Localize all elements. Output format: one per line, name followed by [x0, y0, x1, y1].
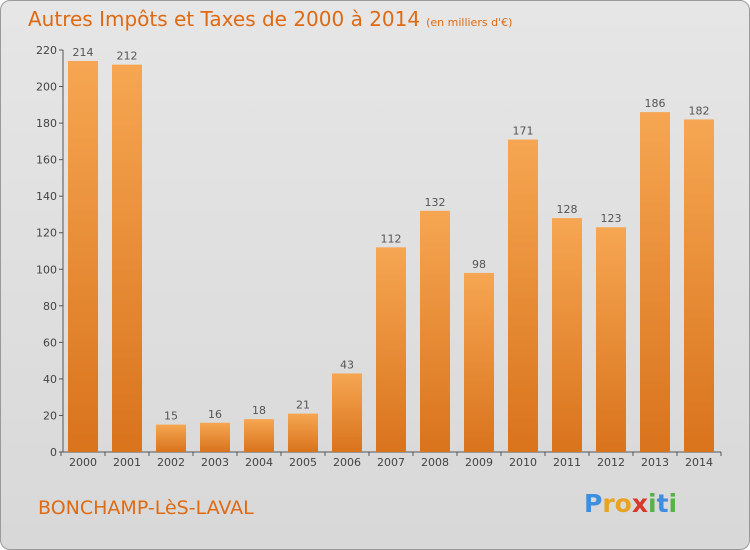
bar-value-label: 16: [208, 408, 222, 421]
bar-2005: [288, 413, 318, 452]
x-tick-label: 2007: [377, 456, 405, 469]
x-tick-label: 2004: [245, 456, 273, 469]
bar-2008: [420, 210, 450, 452]
y-tick-label: 100: [36, 263, 57, 276]
bar-2009: [464, 272, 494, 452]
bar-value-label: 128: [557, 203, 578, 216]
logo-letter: i: [648, 489, 657, 518]
bar-2003: [200, 422, 230, 452]
bar-value-label: 112: [381, 232, 402, 245]
chart-title: Autres Impôts et Taxes de 2000 à 2014 (en…: [28, 7, 512, 31]
logo-letter: r: [602, 489, 615, 518]
title-text: Autres Impôts et Taxes de 2000 à 2014: [28, 7, 421, 31]
x-tick-label: 2008: [421, 456, 449, 469]
x-tick-label: 2013: [641, 456, 669, 469]
bar-value-label: 123: [601, 212, 622, 225]
bar-2014: [684, 119, 714, 452]
x-tick-label: 2014: [685, 456, 713, 469]
unit-label: (en milliers d'€): [426, 16, 513, 29]
bar-value-label: 214: [73, 46, 94, 59]
bar-value-label: 182: [689, 104, 710, 117]
bar-value-label: 15: [164, 410, 178, 423]
bar-2004: [244, 419, 274, 452]
bar-value-label: 21: [296, 399, 310, 412]
bar-2011: [552, 218, 582, 452]
y-tick-label: 80: [43, 300, 57, 313]
x-tick-label: 2012: [597, 456, 625, 469]
bar-value-label: 98: [472, 258, 486, 271]
bar-2013: [640, 112, 670, 453]
bar-2001: [112, 64, 142, 453]
y-tick-label: 220: [36, 44, 57, 57]
y-tick-label: 180: [36, 117, 57, 130]
chart-bars: 214 212 15 16 18 21 43 112 132 98 171 128 123 186 182: [68, 46, 714, 453]
bar-2000: [68, 60, 98, 453]
y-tick-label: 120: [36, 227, 57, 240]
bar-2002: [156, 424, 186, 452]
logo-letter: o: [614, 489, 632, 518]
logo-letter: t: [656, 489, 669, 518]
y-tick-label: 200: [36, 81, 57, 94]
y-tick-label: 140: [36, 190, 57, 203]
chart-axes: 0 20 40 60 80 100 120 140 160 180 200 220 2000 2001 20…: [36, 44, 722, 469]
bar-value-label: 18: [252, 404, 266, 417]
y-tick-label: 60: [43, 336, 57, 349]
x-tick-label: 2005: [289, 456, 317, 469]
y-tick-label: 160: [36, 154, 57, 167]
y-tick-label: 40: [43, 373, 57, 386]
bar-2006: [332, 373, 362, 452]
x-tick-label: 2009: [465, 456, 493, 469]
x-tick-label: 2010: [509, 456, 537, 469]
bar-2010: [508, 139, 538, 452]
x-tick-label: 2000: [69, 456, 97, 469]
proxiti-logo: Proxiti: [584, 489, 677, 518]
bar-value-label: 171: [513, 125, 534, 138]
bar-value-label: 212: [117, 50, 138, 63]
x-tick-label: 2011: [553, 456, 581, 469]
bar-value-label: 43: [340, 358, 354, 371]
x-tick-label: 2001: [113, 456, 141, 469]
x-tick-label: 2006: [333, 456, 361, 469]
logo-letter: x: [631, 489, 648, 518]
y-tick-label: 20: [43, 409, 57, 422]
city-name: BONCHAMP-LèS-LAVAL: [38, 497, 254, 519]
x-tick-label: 2003: [201, 456, 229, 469]
logo-letter: i: [668, 489, 678, 518]
bar-value-label: 132: [425, 196, 446, 209]
bar-2012: [596, 227, 626, 452]
y-tick-label: 0: [50, 446, 57, 459]
x-tick-label: 2002: [157, 456, 185, 469]
bar-2007: [376, 247, 406, 452]
bar-value-label: 186: [645, 97, 666, 110]
logo-letter: P: [584, 489, 603, 518]
